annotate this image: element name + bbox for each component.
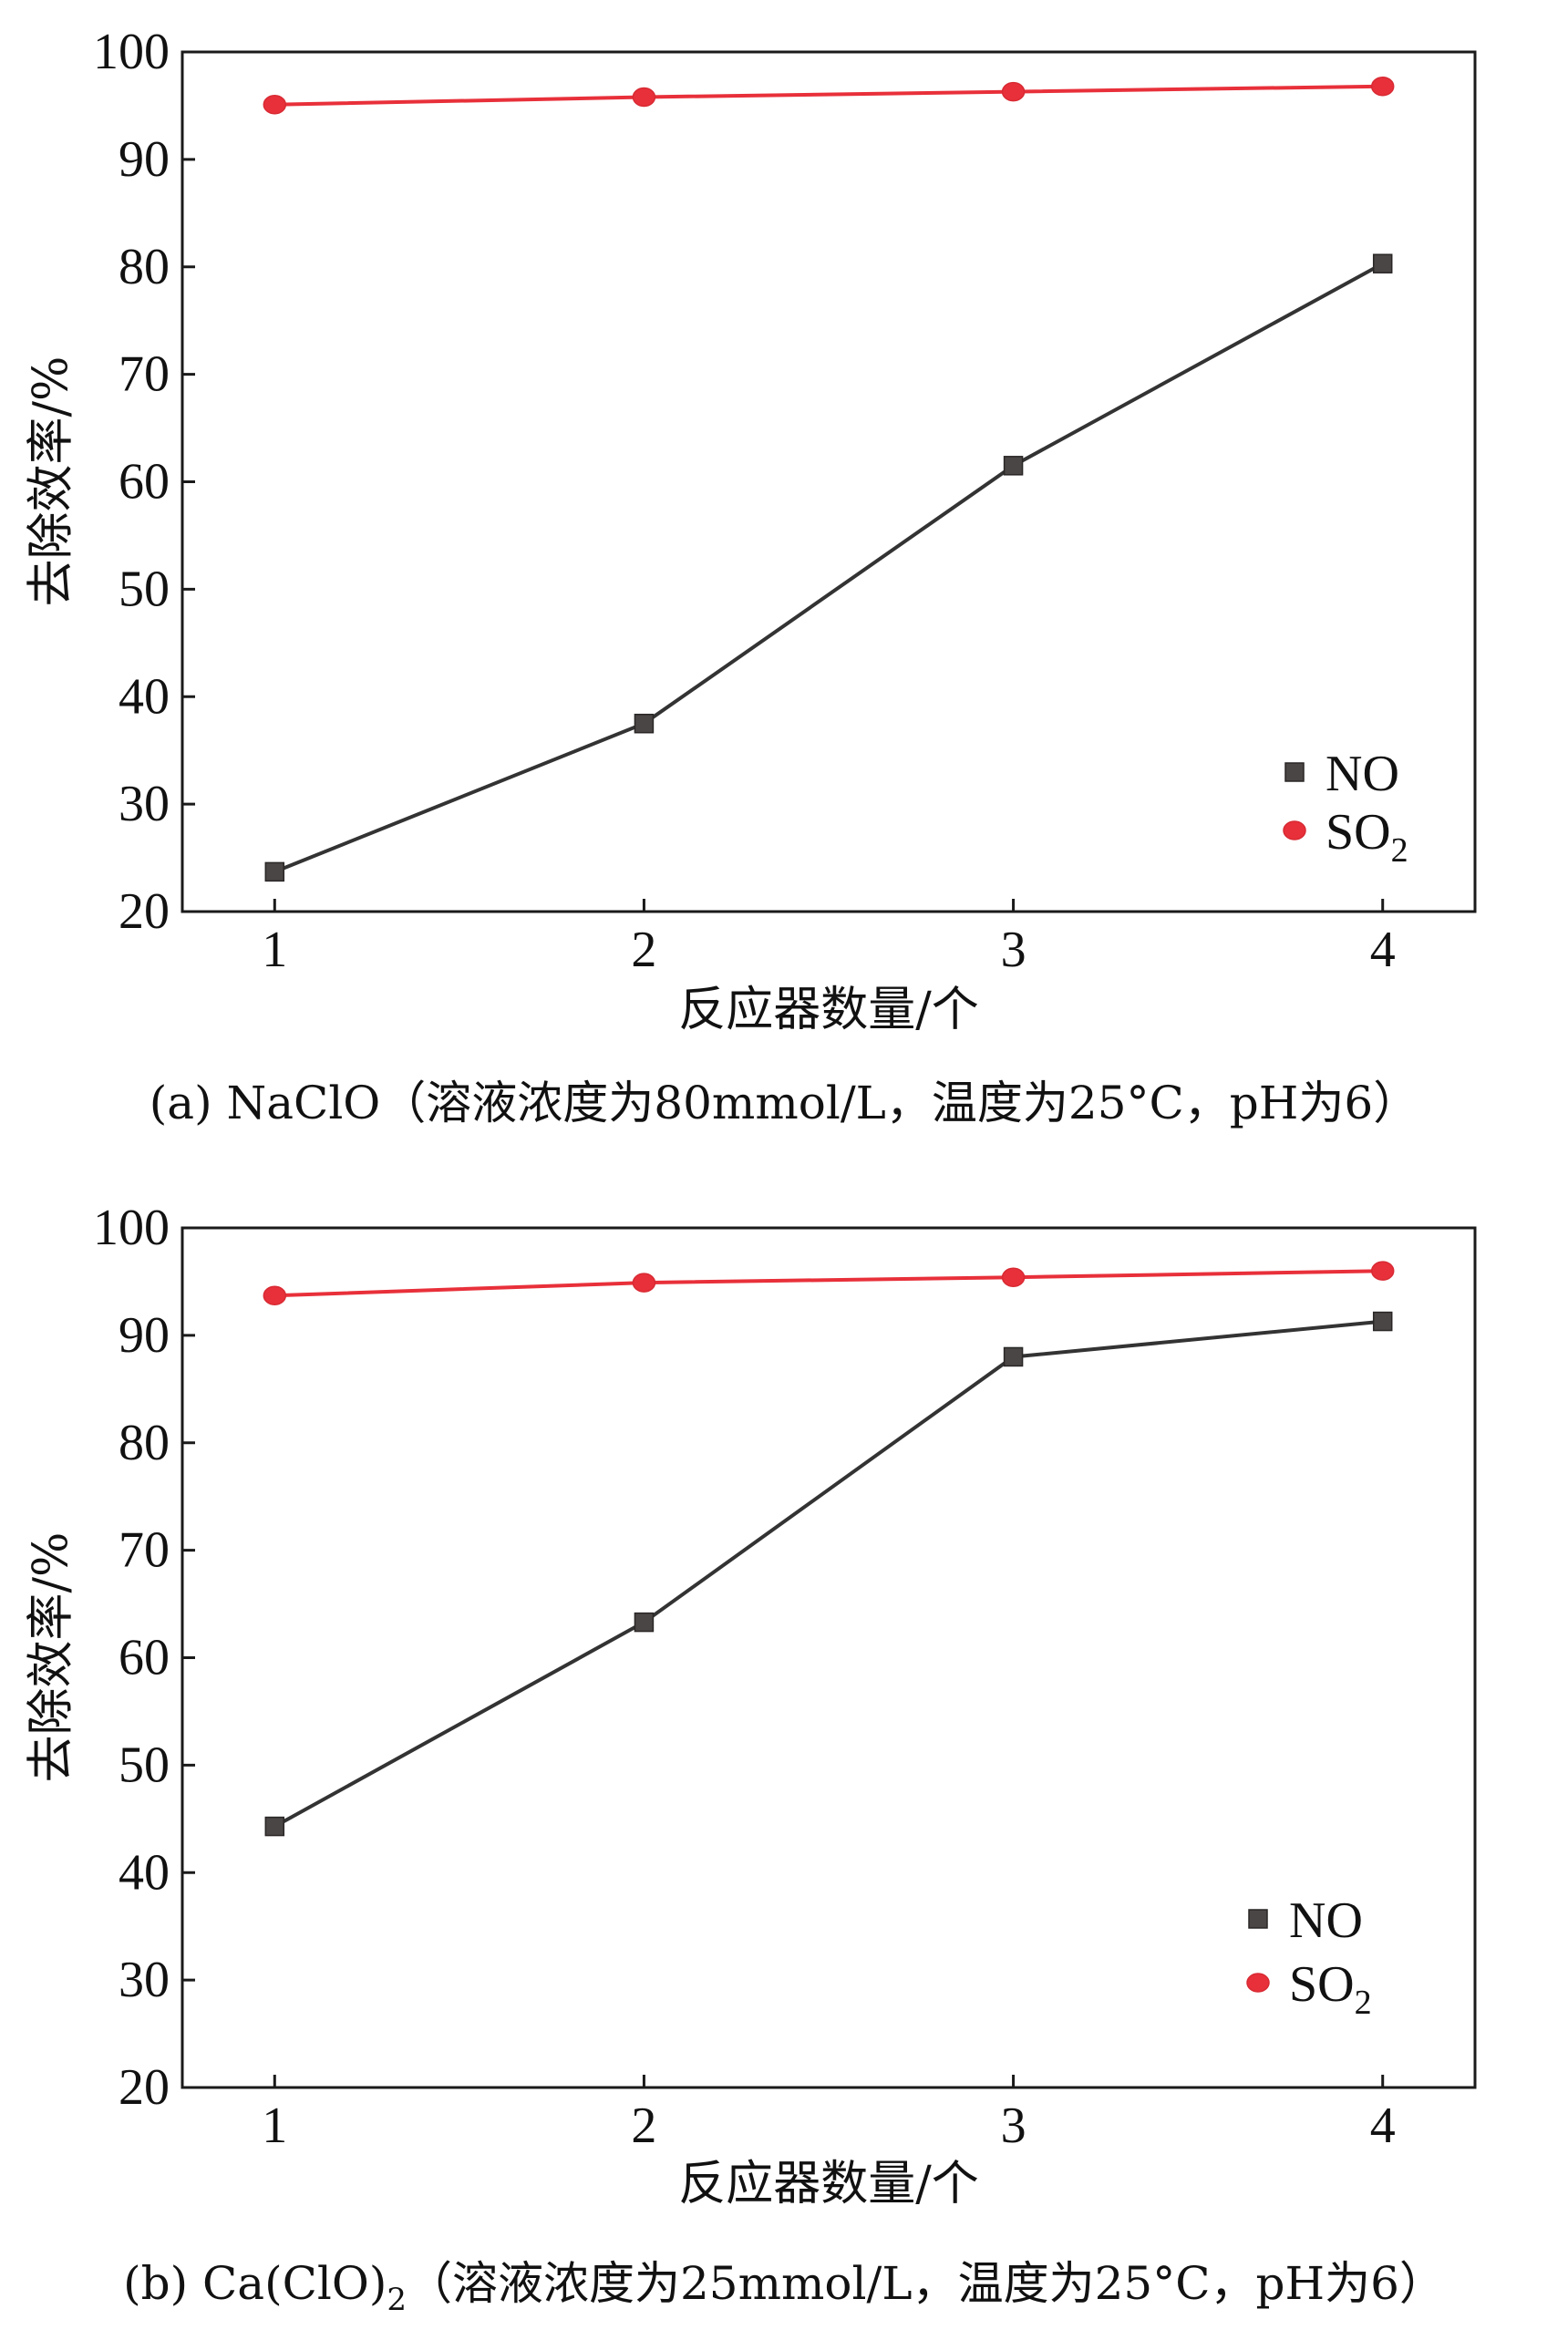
y-tick-label: 90 [119, 131, 170, 188]
x-tick-label: 2 [631, 2098, 656, 2154]
caption-rest: （溶液浓度为25mmol/L，温度为25°C，pH为6） [407, 2257, 1445, 2310]
data-point-no [264, 861, 285, 882]
y-tick-label: 70 [119, 346, 170, 403]
series-line-so2 [274, 84, 1383, 107]
x-axis-ticks: 1 2 3 4 [262, 899, 1396, 978]
series-layer [263, 1261, 1395, 1837]
y-axis-ticks: 20 30 40 50 60 70 80 90 100 [93, 1200, 195, 2116]
data-point-no [634, 713, 655, 734]
legend-label: SO2 [1289, 1956, 1372, 2022]
x-axis-title: 反应器数量/个 [678, 983, 979, 1037]
data-point-no [1003, 456, 1024, 476]
data-point-so2 [263, 1285, 287, 1306]
x-tick-label: 4 [1370, 922, 1396, 978]
x-tick-label: 3 [1001, 2098, 1026, 2154]
y-tick-label: 90 [119, 1307, 170, 1364]
y-tick-label: 50 [119, 1737, 170, 1793]
x-axis-title: 反应器数量/个 [678, 2157, 979, 2211]
y-tick-label: 20 [119, 883, 170, 940]
x-tick-label: 4 [1370, 2098, 1396, 2154]
y-tick-label: 40 [119, 668, 170, 725]
data-point-so2 [1001, 81, 1026, 102]
legend-marker-so2 [1246, 1973, 1270, 1993]
y-tick-label: 80 [119, 1415, 170, 1471]
legend-label: SO2 [1326, 804, 1408, 870]
y-tick-label: 60 [119, 1630, 170, 1686]
y-tick-label: 100 [93, 1200, 170, 1256]
caption-subscript: 2 [387, 2282, 407, 2318]
y-tick-label: 30 [119, 776, 170, 832]
legend: NO SO2 [1246, 1892, 1372, 2022]
data-point-no [634, 1612, 655, 1633]
data-point-no [1003, 1346, 1024, 1367]
legend-marker-so2 [1283, 820, 1306, 840]
y-tick-label: 50 [119, 561, 170, 617]
y-tick-label: 30 [119, 1952, 170, 2008]
y-tick-label: 40 [119, 1844, 170, 1901]
x-tick-label: 1 [262, 2098, 287, 2154]
y-tick-label: 70 [119, 1522, 170, 1579]
y-axis-ticks: 20 30 40 50 60 70 80 90 100 [93, 24, 195, 940]
legend-label: NO [1289, 1892, 1363, 1949]
data-point-so2 [1370, 76, 1395, 97]
plot-frame [181, 1226, 1477, 2089]
series-line-so2 [274, 1269, 1383, 1298]
x-tick-label: 2 [631, 922, 656, 978]
y-axis-title: 去除效率/% [25, 356, 79, 607]
y-tick-label: 20 [119, 2059, 170, 2116]
caption-main: (b) Ca(ClO) [123, 2257, 387, 2310]
chart-caption: (a) NaClO（溶液浓度为80mmol/L，温度为25°C，pH为6） [150, 1077, 1418, 1129]
data-point-so2 [1001, 1267, 1026, 1287]
series-line-no [273, 1319, 1383, 1829]
y-tick-label: 100 [93, 24, 170, 80]
series-line-no [273, 262, 1384, 874]
legend-marker-no [1284, 762, 1305, 782]
data-point-no [264, 1816, 285, 1837]
legend-label: NO [1326, 746, 1399, 802]
data-point-no [1372, 1311, 1393, 1332]
y-tick-label: 80 [119, 239, 170, 295]
series-layer [263, 76, 1395, 882]
data-point-so2 [1370, 1261, 1395, 1281]
data-point-so2 [632, 1273, 656, 1293]
data-point-no [1372, 253, 1393, 273]
chart-caption: (b) Ca(ClO)2（溶液浓度为25mmol/L，温度为25°C，pH为6） [123, 2257, 1445, 2318]
data-point-so2 [263, 95, 287, 115]
data-point-so2 [632, 87, 656, 108]
legend-marker-no [1248, 1909, 1268, 1929]
plot-frame [181, 50, 1477, 913]
x-tick-label: 1 [262, 922, 287, 978]
y-tick-label: 60 [119, 454, 170, 510]
x-axis-ticks: 1 2 3 4 [262, 2075, 1396, 2154]
y-axis-title: 去除效率/% [25, 1532, 79, 1783]
chart-panel-b: 20 30 40 50 60 70 80 90 100 1 2 3 4 NO SO2 去除效率/% 反应… [25, 1200, 1477, 2318]
x-tick-label: 3 [1001, 922, 1026, 978]
